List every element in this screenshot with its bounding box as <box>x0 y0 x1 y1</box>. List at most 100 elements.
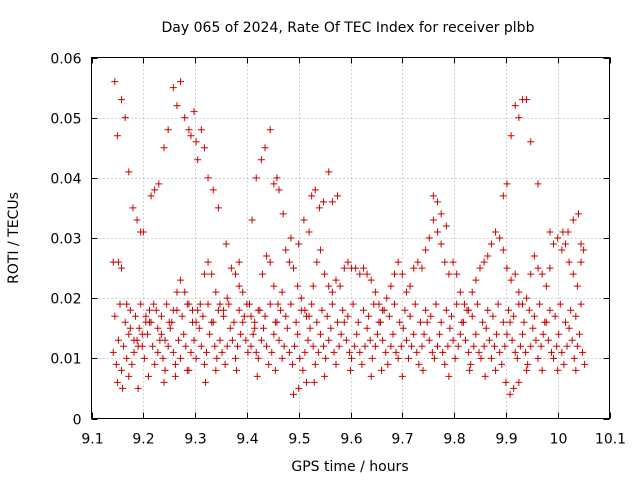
data-point <box>235 282 243 290</box>
data-point <box>511 348 519 356</box>
data-point <box>212 366 220 374</box>
data-point <box>160 144 168 152</box>
data-point <box>290 390 298 398</box>
x-tick-label: 9.3 <box>184 432 206 448</box>
data-point <box>266 126 274 134</box>
x-tick-label: 9.4 <box>236 432 258 448</box>
data-point <box>367 372 375 380</box>
data-point <box>496 234 504 242</box>
data-point <box>461 336 469 344</box>
data-point <box>164 126 172 134</box>
data-point <box>285 258 293 266</box>
axis-ticks <box>91 57 611 420</box>
data-point <box>368 354 376 362</box>
data-point <box>291 342 299 350</box>
data-point <box>123 354 131 362</box>
data-point <box>181 114 189 122</box>
data-point <box>419 366 427 374</box>
data-point <box>522 348 530 356</box>
data-point <box>133 336 141 344</box>
data-point <box>273 174 281 182</box>
data-point <box>211 342 219 350</box>
data-point <box>502 378 510 386</box>
data-point <box>149 342 157 350</box>
data-point <box>574 210 582 218</box>
data-point <box>144 372 152 380</box>
data-point <box>489 312 497 320</box>
data-point <box>398 270 406 278</box>
data-point <box>111 78 119 86</box>
data-point <box>320 198 328 206</box>
data-point <box>240 312 248 320</box>
data-point <box>143 330 151 338</box>
data-point <box>422 246 430 254</box>
data-point <box>244 348 252 356</box>
data-point <box>271 366 279 374</box>
data-point <box>121 318 129 326</box>
data-point <box>530 312 538 320</box>
data-point <box>321 372 329 380</box>
data-point <box>550 354 558 362</box>
data-point <box>142 312 150 320</box>
data-point <box>197 342 205 350</box>
data-point <box>323 312 331 320</box>
data-point <box>135 324 143 332</box>
data-point <box>465 348 473 356</box>
data-point <box>173 102 181 110</box>
data-point <box>309 342 317 350</box>
data-point <box>232 270 240 278</box>
data-point <box>268 348 276 356</box>
data-point <box>113 132 121 140</box>
data-point <box>504 306 512 314</box>
data-point <box>481 372 489 380</box>
data-point <box>387 342 395 350</box>
data-point <box>401 306 409 314</box>
data-point <box>396 318 404 326</box>
data-point <box>391 300 399 308</box>
data-point <box>285 348 293 356</box>
data-point <box>515 378 523 386</box>
data-point <box>449 258 457 266</box>
data-point <box>359 264 367 272</box>
data-point <box>416 318 424 326</box>
data-point <box>580 246 588 254</box>
x-tick-label: 9.7 <box>391 432 413 448</box>
data-point <box>503 264 511 272</box>
data-point <box>477 354 485 362</box>
data-point <box>126 306 134 314</box>
data-point <box>254 354 262 362</box>
data-point <box>413 348 421 356</box>
data-point <box>251 318 259 326</box>
data-point <box>177 354 185 362</box>
data-point <box>251 324 259 332</box>
data-point <box>356 348 364 356</box>
data-point <box>442 222 450 230</box>
data-point <box>567 306 575 314</box>
data-point <box>228 336 236 344</box>
data-point <box>456 288 464 296</box>
data-point <box>242 336 250 344</box>
data-point <box>499 318 507 326</box>
data-point <box>398 372 406 380</box>
data-point <box>384 360 392 368</box>
data-point <box>214 306 222 314</box>
data-point <box>181 288 189 296</box>
data-point <box>406 312 414 320</box>
data-point <box>499 192 507 200</box>
data-point <box>466 366 474 374</box>
data-point <box>270 180 278 188</box>
data-point <box>475 348 483 356</box>
data-point <box>573 282 581 290</box>
data-point <box>537 342 545 350</box>
data-point <box>247 342 255 350</box>
data-point <box>294 330 302 338</box>
data-point <box>429 216 437 224</box>
data-point <box>327 324 335 332</box>
data-point <box>344 258 352 266</box>
data-point <box>499 246 507 254</box>
data-point <box>113 378 121 386</box>
data-point <box>511 102 519 110</box>
data-point <box>501 342 509 350</box>
data-point <box>394 354 402 362</box>
data-point <box>524 360 532 368</box>
